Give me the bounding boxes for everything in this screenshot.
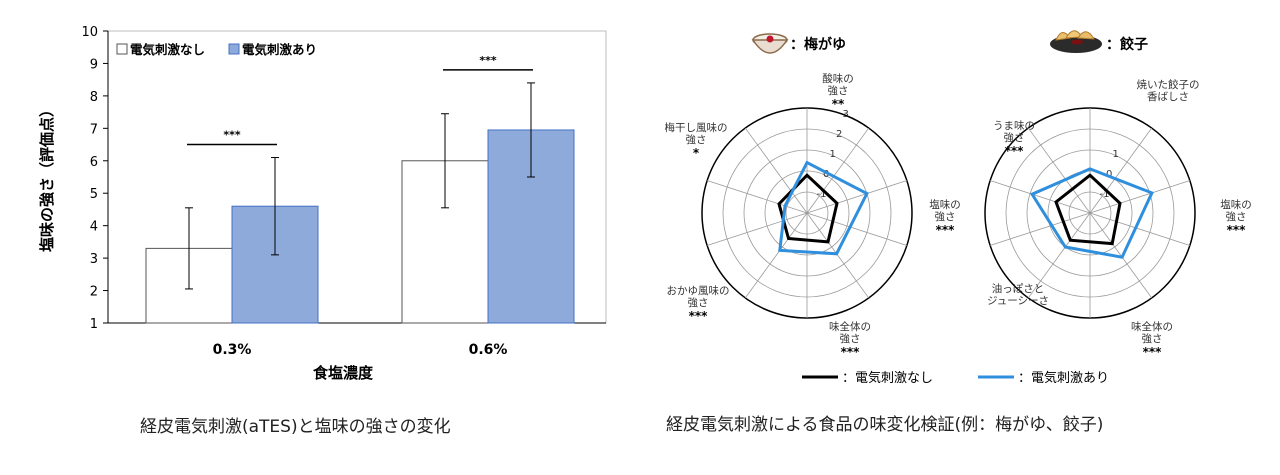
significance-label: *** [223,129,241,142]
radar-axis-label: 油っぽさと [992,282,1045,295]
radar-tick-label: 2 [836,129,842,140]
radar-tick-label: 1 [1112,149,1118,160]
radar-spoke [806,212,907,246]
porridge-radar-chart: -10123酸味の強さ**塩味の強さ***味全体の強さ***おかゆ風味の強さ**… [665,72,961,359]
y-tick-label: 8 [90,90,98,105]
radar-tick-label: 3 [842,109,848,120]
bar-chart-marks: *** *** [145,54,575,324]
radar-tick-label: -1 [1099,189,1109,200]
radar-significance: ** [832,97,845,111]
radar-spoke [707,180,808,214]
radar-axis-label: 味全体の [829,320,871,333]
radar-spoke [990,180,1091,214]
legend-swatch-stim [228,43,240,55]
radar-tick-label: 1 [829,149,835,160]
radar-legend: ：電気刺激なし ：電気刺激あり [802,370,1109,386]
radar-axis-label: 強さ [1142,332,1163,345]
radar-spoke [806,127,870,214]
gyoza-radar-chart: -101焼いた餃子の香ばしさ塩味の強さ***味全体の強さ***油っぽさとジューシ… [984,78,1252,359]
radar-spoke [1089,212,1190,246]
radar-axis-label: 強さ [935,210,956,223]
radar-axis-label: 酸味の [822,72,854,85]
radar-significance: *** [1005,144,1025,158]
porridge-food-label: ：梅がゆ [790,36,846,53]
x-tick-label: 0.6% [469,342,508,358]
radar-axis-label: 強さ [1004,131,1025,144]
bar-chart-legend: 電気刺激なし 電気刺激あり [116,42,317,57]
legend-label-no-stim: 電気刺激なし [130,42,205,57]
gyoza-plate-icon [1050,30,1102,53]
radar-axis-label: ジューシーさ [987,295,1049,307]
radar-spoke [806,212,870,299]
radar-axis-label: うま味の [993,120,1035,132]
radar-significance: *** [1143,345,1163,359]
radar-tick-label: 0 [823,169,829,180]
legend-swatch-no-stim [116,43,128,55]
legend-label-no-stim: ：電気刺激なし [842,370,933,386]
y-tick-label: 5 [90,187,98,202]
radar-charts-area: ：梅がゆ ：餃子 -10123酸味の強さ**塩味の強さ***味全体の強さ***お… [665,30,1252,386]
y-tick-label: 2 [90,285,98,300]
y-tick-label: 10 [81,25,98,40]
significance-label: *** [479,54,497,67]
radar-tick-label: -1 [816,189,826,200]
radar-series-no-stim [777,173,839,244]
radar-axis-label: 味全体の [1131,320,1173,333]
radar-axis-label: 強さ [686,133,707,146]
radar-series-stim [1029,167,1154,259]
radar-spoke [1027,127,1091,214]
y-tick-label: 9 [90,57,98,72]
x-axis-label: 食塩濃度 [313,364,374,382]
radar-axis-label: 焼いた餃子の [1137,78,1200,91]
right-figure-caption: 経皮電気刺激による食品の味変化検証(例：梅がゆ、餃子) [666,415,1104,435]
radar-spoke [744,127,808,214]
left-figure-caption: 経皮電気刺激(aTES)と塩味の強さの変化 [140,417,451,437]
radar-axis-label: 強さ [840,332,861,345]
radar-axis-label: 強さ [1226,210,1247,223]
radar-tick-label: 0 [1106,169,1112,180]
radar-significance: *** [936,223,956,237]
y-tick-label: 6 [90,155,98,170]
radar-axis-label: 梅干し風味の [665,121,728,134]
radar-spoke [990,212,1091,246]
radar-significance: * [693,146,700,160]
radar-axis-label: 強さ [688,296,709,309]
radar-axis-label: 塩味の [929,198,961,211]
radar-significance: *** [689,309,709,323]
radar-spoke [1027,212,1091,299]
x-tick-label: 0.3% [213,342,252,358]
radar-significance: *** [841,345,861,359]
radar-spoke [707,212,808,246]
y-axis-label: 塩味の強さ（評価点） [38,102,56,252]
radar-series-stim [778,160,869,256]
radar-axis-label: 塩味の [1220,198,1252,211]
radar-spoke [806,180,907,214]
radar-series-no-stim [1054,173,1122,246]
gyoza-food-label: ：餃子 [1106,36,1148,53]
radar-spoke [744,212,808,299]
radar-spoke [1089,180,1190,214]
y-tick-label: 7 [90,122,98,137]
y-tick-label: 1 [90,317,98,332]
y-tick-label: 4 [90,220,98,235]
rice-porridge-bowl-icon [751,33,789,54]
radar-spoke [1089,127,1153,214]
legend-label-stim: ：電気刺激あり [1018,370,1109,386]
radar-axis-label: 強さ [828,84,849,97]
y-tick-label: 3 [90,252,98,267]
legend-label-stim: 電気刺激あり [242,42,317,57]
radar-axis-label: おかゆ風味の [667,285,730,297]
radar-axis-label: 香ばしさ [1147,91,1189,103]
radar-significance: *** [1227,223,1247,237]
